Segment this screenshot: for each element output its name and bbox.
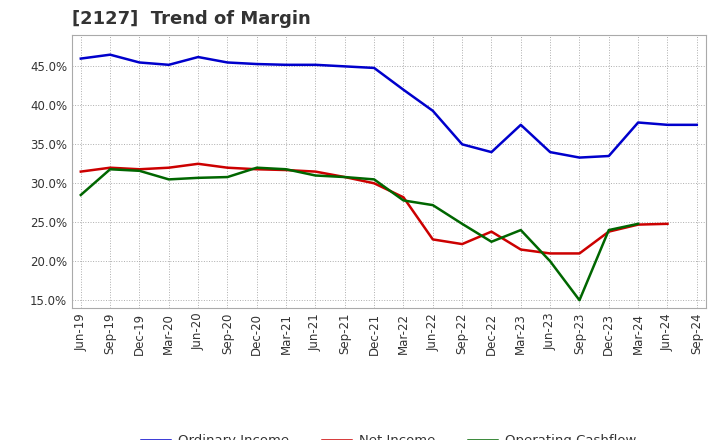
Net Income: [106, 165, 114, 170]
Ordinary Income: [311, 62, 320, 67]
Line: Operating Cashflow: Operating Cashflow: [81, 168, 638, 300]
Ordinary Income: [575, 155, 584, 160]
Ordinary Income: [282, 62, 290, 67]
Net Income: [135, 167, 144, 172]
Line: Ordinary Income: Ordinary Income: [81, 55, 697, 158]
Net Income: [546, 251, 554, 256]
Operating Cashflow: [341, 174, 349, 180]
Ordinary Income: [194, 55, 202, 60]
Ordinary Income: [370, 65, 379, 70]
Ordinary Income: [546, 150, 554, 155]
Net Income: [311, 169, 320, 174]
Net Income: [399, 194, 408, 200]
Ordinary Income: [399, 87, 408, 92]
Operating Cashflow: [458, 221, 467, 227]
Operating Cashflow: [282, 167, 290, 172]
Operating Cashflow: [487, 239, 496, 244]
Operating Cashflow: [76, 192, 85, 198]
Operating Cashflow: [546, 259, 554, 264]
Ordinary Income: [135, 60, 144, 65]
Operating Cashflow: [428, 202, 437, 208]
Ordinary Income: [223, 60, 232, 65]
Ordinary Income: [164, 62, 173, 67]
Ordinary Income: [253, 62, 261, 67]
Net Income: [605, 229, 613, 234]
Net Income: [282, 167, 290, 172]
Net Income: [164, 165, 173, 170]
Operating Cashflow: [605, 227, 613, 233]
Net Income: [253, 167, 261, 172]
Net Income: [458, 242, 467, 247]
Operating Cashflow: [311, 173, 320, 178]
Operating Cashflow: [516, 227, 525, 233]
Net Income: [634, 222, 642, 227]
Operating Cashflow: [370, 177, 379, 182]
Net Income: [428, 237, 437, 242]
Ordinary Income: [605, 154, 613, 159]
Operating Cashflow: [634, 221, 642, 227]
Ordinary Income: [106, 52, 114, 57]
Net Income: [223, 165, 232, 170]
Ordinary Income: [634, 120, 642, 125]
Net Income: [76, 169, 85, 174]
Ordinary Income: [516, 122, 525, 128]
Operating Cashflow: [106, 167, 114, 172]
Ordinary Income: [428, 108, 437, 114]
Legend: Ordinary Income, Net Income, Operating Cashflow: Ordinary Income, Net Income, Operating C…: [135, 429, 642, 440]
Net Income: [341, 174, 349, 180]
Ordinary Income: [663, 122, 672, 128]
Operating Cashflow: [194, 175, 202, 180]
Operating Cashflow: [575, 297, 584, 303]
Text: [2127]  Trend of Margin: [2127] Trend of Margin: [72, 10, 311, 28]
Operating Cashflow: [253, 165, 261, 170]
Net Income: [487, 229, 496, 234]
Ordinary Income: [458, 142, 467, 147]
Net Income: [194, 161, 202, 166]
Ordinary Income: [693, 122, 701, 128]
Net Income: [516, 247, 525, 252]
Ordinary Income: [76, 56, 85, 61]
Net Income: [575, 251, 584, 256]
Ordinary Income: [487, 150, 496, 155]
Operating Cashflow: [399, 198, 408, 203]
Net Income: [663, 221, 672, 227]
Ordinary Income: [341, 64, 349, 69]
Net Income: [370, 181, 379, 186]
Operating Cashflow: [164, 177, 173, 182]
Line: Net Income: Net Income: [81, 164, 667, 253]
Operating Cashflow: [135, 168, 144, 173]
Operating Cashflow: [223, 174, 232, 180]
